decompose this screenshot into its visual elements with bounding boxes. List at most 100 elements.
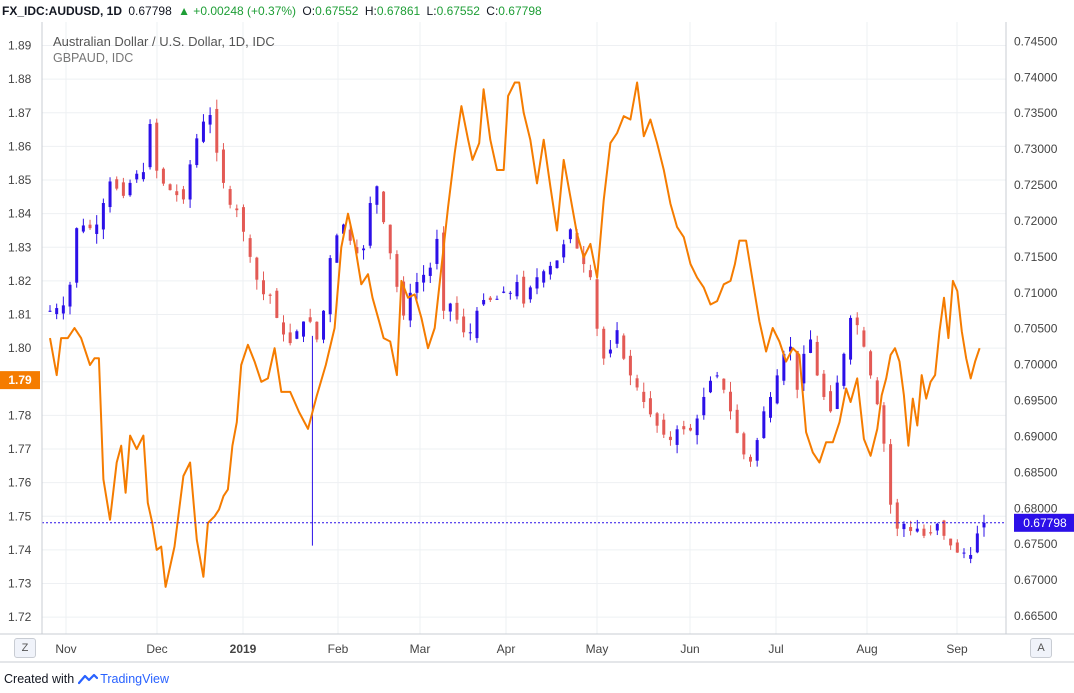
candle-body [188, 164, 192, 200]
right-axis-tick: 0.69500 [1014, 394, 1058, 408]
candle-body [949, 538, 953, 546]
close-value: 0.67798 [498, 4, 542, 18]
candle-body [755, 440, 759, 461]
candle-body [288, 332, 292, 344]
open-label: O: [302, 4, 316, 18]
candle-body [708, 380, 712, 393]
left-axis-scale-button[interactable]: Z [14, 638, 36, 658]
candle-body [355, 247, 359, 254]
x-axis-tick: Dec [146, 642, 167, 656]
candle-body [722, 378, 726, 390]
candle-body [915, 528, 919, 532]
candle-body [221, 149, 225, 183]
candle-body [895, 502, 899, 529]
right-axis-tick: 0.69000 [1014, 429, 1058, 443]
x-axis-tick: Jun [680, 642, 699, 656]
candle-body [815, 341, 819, 376]
candle-body [448, 303, 452, 312]
candle-body [435, 238, 439, 264]
candle-body [869, 351, 873, 376]
candle-body [315, 321, 319, 340]
candle-body [602, 328, 606, 359]
candle-body [975, 533, 979, 553]
symbol-label[interactable]: FX_IDC:AUDUSD, 1D [2, 4, 123, 18]
candle-body [522, 276, 526, 304]
candle-body [942, 520, 946, 536]
legend-compare-series[interactable]: GBPAUD, IDC [53, 51, 134, 65]
candle-body [762, 411, 766, 438]
candle-body [75, 228, 79, 283]
right-axis-tick: 0.68500 [1014, 465, 1058, 479]
candle-body [875, 380, 879, 405]
candle-body [568, 229, 572, 240]
auto-scale-button[interactable]: A [1030, 638, 1052, 658]
right-axis-tick: 0.68000 [1014, 501, 1058, 515]
candle-body [615, 330, 619, 344]
candle-body [582, 253, 586, 265]
legend-main-series[interactable]: Australian Dollar / U.S. Dollar, 1D, IDC [53, 34, 275, 49]
right-axis-tick: 0.70000 [1014, 358, 1058, 372]
candle-body [728, 391, 732, 412]
candle-body [822, 373, 826, 397]
candle-body [982, 522, 986, 528]
left-axis-tick: 1.81 [8, 308, 32, 322]
low-value: 0.67552 [436, 4, 480, 18]
left-axis-tick: 1.80 [8, 341, 32, 355]
candle-body [889, 444, 893, 505]
close-label: C: [486, 4, 499, 18]
candle-body [835, 382, 839, 409]
candle-body [295, 331, 299, 339]
right-axis-tick: 0.66500 [1014, 609, 1058, 623]
candle-body [562, 244, 566, 258]
high-label: H: [364, 4, 377, 18]
right-axis-tick: 0.71500 [1014, 250, 1058, 264]
chart-header: FX_IDC:AUDUSD, 1D 0.67798 ▲ +0.00248 (+0… [0, 0, 545, 22]
candle-body [962, 552, 966, 554]
tradingview-brand: TradingView [100, 672, 169, 686]
high-value: 0.67861 [376, 4, 421, 18]
current-price-label: 0.67798 [1023, 516, 1067, 530]
candle-body [88, 224, 92, 229]
candle-body [508, 292, 512, 294]
candle-body [922, 528, 926, 536]
x-axis-tick: Aug [856, 642, 877, 656]
candle-body [735, 409, 739, 433]
right-axis-tick: 0.67000 [1014, 573, 1058, 587]
candle-body [268, 294, 272, 296]
candle-body [328, 258, 332, 315]
left-axis-tick: 1.87 [8, 106, 32, 120]
candle-body [128, 182, 132, 196]
candle-body [769, 396, 773, 418]
right-axis-tick: 0.71000 [1014, 286, 1058, 300]
candle-body [235, 208, 239, 211]
right-axis-tick: 0.72500 [1014, 178, 1058, 192]
left-axis-tick: 1.89 [8, 39, 32, 53]
x-axis-tick: Mar [410, 642, 431, 656]
tradingview-link[interactable]: TradingView [78, 672, 169, 686]
candle-body [395, 254, 399, 287]
candle-body [335, 235, 339, 263]
chart-legend: Australian Dollar / U.S. Dollar, 1D, IDC… [53, 34, 275, 66]
right-axis-tick: 0.70500 [1014, 322, 1058, 336]
gbpaud-line [49, 81, 981, 588]
candle-body [495, 298, 499, 300]
candle-body [682, 426, 686, 430]
candle-body [842, 353, 846, 386]
candle-body [775, 375, 779, 404]
candle-body [809, 339, 813, 353]
candle-body [695, 418, 699, 436]
candle-body [515, 282, 519, 297]
candle-body [688, 427, 692, 431]
left-axis-tick: 1.74 [8, 543, 32, 557]
candle-body [622, 335, 626, 359]
candle-body [275, 290, 279, 318]
candle-body [535, 277, 539, 289]
candle-body [909, 527, 913, 532]
x-axis-tick: Sep [946, 642, 968, 656]
candle-body [282, 322, 285, 335]
last-price: 0.67798 [128, 4, 172, 18]
x-axis-tick: Nov [55, 642, 76, 656]
left-axis-tick: 1.78 [8, 408, 32, 422]
candle-body [635, 378, 639, 388]
